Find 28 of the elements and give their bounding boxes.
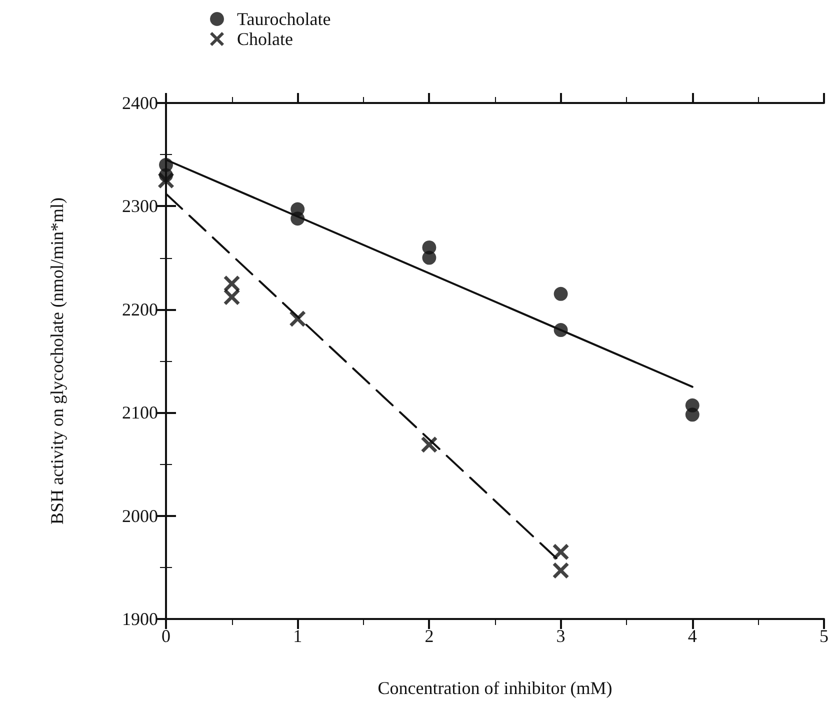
x-tick-label: 2 — [424, 626, 434, 646]
point — [158, 172, 174, 188]
point — [554, 286, 568, 301]
point — [290, 212, 305, 226]
point — [224, 289, 240, 306]
point — [422, 250, 436, 265]
point — [554, 323, 568, 338]
x-tick-label: 5 — [820, 626, 828, 646]
point — [421, 436, 438, 453]
y-axis-title: BSH activity on glycocholate (nmol/min*ml) — [47, 198, 67, 524]
point — [552, 562, 569, 578]
x-axis-title: Concentration of inhibitor (mM) — [378, 678, 612, 698]
point — [224, 276, 240, 292]
y-tick-label: 2300 — [122, 196, 158, 216]
legend-label: Cholate — [237, 29, 293, 49]
y-tick-label: 2000 — [122, 506, 158, 526]
x-tick-label: 3 — [556, 626, 566, 646]
point — [685, 408, 700, 422]
y-tick-label: 1900 — [122, 609, 158, 629]
y-tick-label: 2400 — [122, 93, 158, 113]
point — [290, 310, 306, 327]
y-tick-label: 2200 — [122, 299, 158, 320]
legend-label: Taurocholate — [237, 9, 331, 29]
y-tick-label: 2100 — [122, 402, 158, 423]
x-tick-label: 1 — [293, 626, 302, 646]
x-tick-label: 4 — [688, 626, 697, 646]
x-tick-label: 0 — [162, 626, 170, 646]
point — [552, 544, 569, 560]
